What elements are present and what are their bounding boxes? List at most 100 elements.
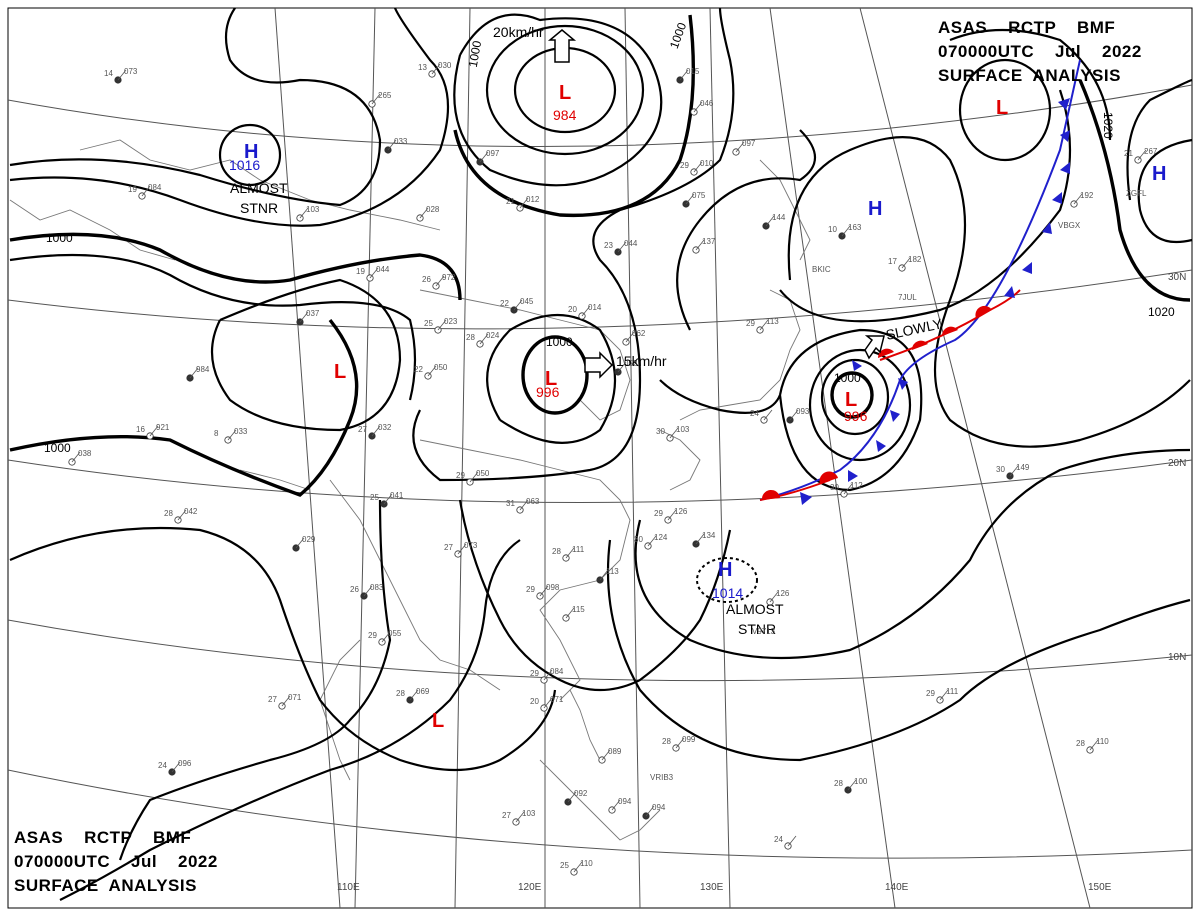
station-plot: 029 — [292, 535, 316, 552]
station-pressure: 052 — [624, 359, 638, 368]
wind-barb — [695, 239, 705, 251]
station-plot: 097 — [476, 149, 500, 166]
wind-barb — [581, 305, 591, 317]
high-pressure-symbol: H — [1152, 163, 1166, 185]
station-plot: 29 098 — [526, 583, 560, 600]
wind-barb — [567, 791, 577, 803]
station-plot: 24 — [750, 409, 773, 424]
station-temperature: 21 — [1124, 149, 1133, 158]
wind-barb — [295, 537, 305, 549]
low-pressure-symbol: L — [545, 368, 557, 390]
station-pressure: 096 — [178, 759, 192, 768]
wind-barb — [543, 697, 553, 709]
wind-barb — [371, 425, 381, 437]
station-pressure: 050 — [434, 363, 448, 372]
station-plot: 27 071 — [268, 693, 302, 710]
station-pressure: 126 — [674, 507, 688, 516]
station-pressure: 972 — [442, 273, 456, 282]
station-plot: 046 — [690, 99, 714, 116]
low-pressure-symbol: L — [996, 97, 1008, 119]
station-pressure: 046 — [700, 99, 714, 108]
station-plot: 126 — [766, 589, 790, 606]
station-temperature: 16 — [136, 425, 145, 434]
wind-barb — [369, 267, 379, 279]
station-plot: 10 163 — [828, 223, 862, 240]
station-plot: 093 — [786, 407, 810, 424]
station-plot: 29 111 — [926, 687, 959, 704]
stationary-note: STNR — [738, 621, 776, 637]
wind-barb — [515, 811, 525, 823]
station-pressure: 084 — [550, 667, 564, 676]
wind-barb — [437, 319, 447, 331]
station-plot: 17 182 — [888, 255, 922, 272]
station-temperature: 22 — [500, 299, 509, 308]
station-temperature: 28 — [164, 509, 173, 518]
station-pressure: 028 — [426, 205, 440, 214]
wind-barb — [409, 689, 419, 701]
lat-label-10: 10N — [1168, 652, 1186, 663]
header-bottom: ASAS RCTP BMF 070000UTC Jul 2022 SURFACE… — [14, 828, 217, 895]
station-pressure: 063 — [526, 497, 540, 506]
low-pressure-symbol: L — [845, 389, 857, 411]
isobar-label: 1000 — [834, 371, 861, 385]
wind-barb — [573, 861, 583, 873]
station-plot: 20 014 — [568, 303, 602, 320]
station-pressure: 032 — [378, 423, 392, 432]
wind-barb — [117, 69, 127, 81]
station-plot: 29 084 — [530, 667, 564, 684]
station-pressure: 267 — [1144, 147, 1158, 156]
station-pressure: 084 — [148, 183, 162, 192]
station-temperature: 26 — [422, 275, 431, 284]
footer-title: ASAS RCTP BMF — [14, 828, 191, 847]
high-pressure-value: 1014 — [712, 585, 743, 601]
station-pressure: 097 — [742, 139, 756, 148]
station-pressure: 010 — [700, 159, 714, 168]
station-pressure: 144 — [772, 213, 786, 222]
station-plot: 22 045 — [500, 297, 534, 314]
wind-barb — [617, 241, 627, 253]
lon-label-110: 110E — [337, 882, 360, 893]
station-pressure: 055 — [388, 629, 402, 638]
station-pressure: 110 — [1096, 737, 1109, 746]
low-pressure-value: 996 — [844, 408, 868, 424]
wind-barb — [1137, 149, 1147, 161]
station-temperature: 27 — [358, 425, 367, 434]
wind-barb — [669, 427, 679, 439]
isobar-label: 1000 — [46, 231, 73, 245]
station-plot: 29 010 — [680, 159, 714, 176]
station-plot: 015 — [676, 67, 700, 84]
station-plot: 29 126 — [654, 507, 688, 524]
station-plot: 31 063 — [506, 497, 540, 514]
station-plot: 28 111 — [552, 545, 585, 562]
wind-barb — [685, 193, 695, 205]
station-temperature: 13 — [418, 63, 427, 72]
station-plot: 103 — [296, 205, 320, 222]
station-pressure: 103 — [306, 205, 320, 214]
wind-barb — [789, 409, 799, 421]
lat-label-20: 20N — [1168, 458, 1186, 469]
motion-arrows — [547, 29, 885, 379]
station-plot: 14 073 — [104, 67, 138, 84]
wind-barb — [431, 63, 441, 75]
footer-subtitle: SURFACE ANALYSIS — [14, 876, 197, 895]
speed-note: 20km/hr — [493, 24, 544, 40]
wind-barb — [901, 257, 911, 269]
station-temperature: 29 — [746, 319, 755, 328]
wind-barb — [769, 591, 779, 603]
almost-stationary-note: ALMOST — [726, 601, 784, 617]
station-temperature: 24 — [774, 835, 783, 844]
station-plot: 094 — [608, 797, 632, 814]
wind-barb — [469, 471, 479, 483]
station-plot: 27 032 — [358, 423, 392, 440]
station-plot: 28 100 — [834, 777, 868, 794]
station-plot: 25 041 — [370, 491, 404, 508]
station-pressure: 075 — [692, 191, 706, 200]
station-plot: 075 — [682, 191, 706, 208]
wind-barb — [479, 333, 489, 345]
station-temperature: 24 — [158, 761, 167, 770]
wind-barb — [171, 761, 181, 773]
station-temperature: 21 — [506, 197, 515, 206]
wind-barb — [667, 509, 677, 521]
station-plot: 033 — [384, 137, 408, 154]
